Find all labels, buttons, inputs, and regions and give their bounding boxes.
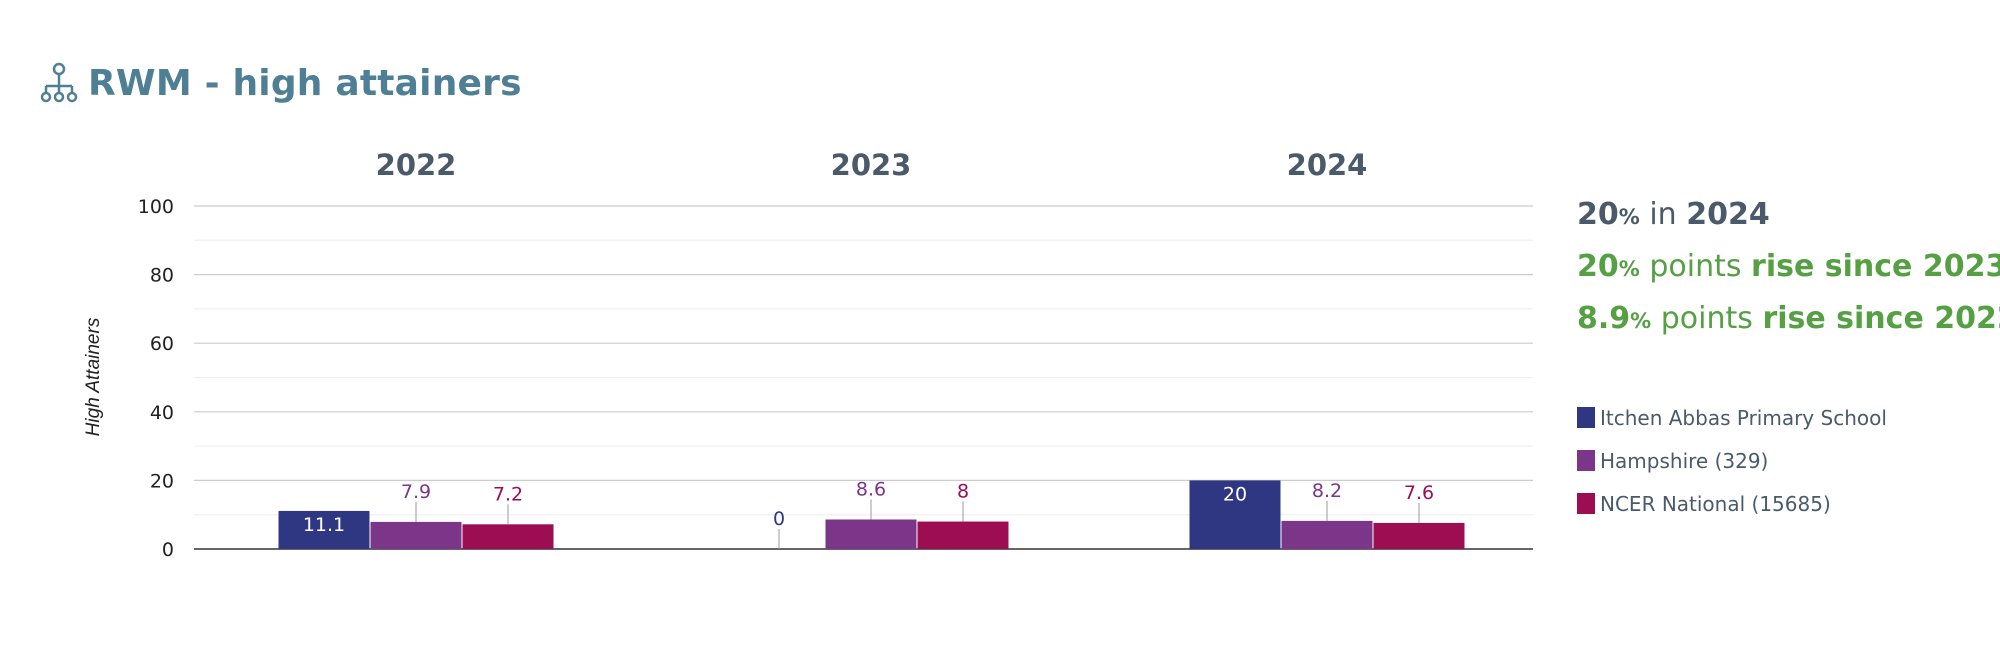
legend-item-national[interactable]: NCER National (15685) [1577,482,1887,525]
data-label: 7.2 [493,483,523,505]
year-label-2023: 2023 [830,148,912,182]
y-axis-label: High Attainers [83,317,104,436]
data-label: 0 [773,508,785,530]
bar-ncer-2022 [462,524,554,549]
data-label: 11.1 [303,514,345,536]
summary-rise-2022: 8.9% points rise since 2022 [1577,294,2000,346]
year-label-2024: 2024 [1286,148,1368,182]
y-tick-label: 60 [150,333,174,355]
legend-swatch [1577,407,1595,428]
data-label: 7.6 [1404,482,1434,504]
y-tick-label: 80 [150,265,174,287]
legend-item-school[interactable]: Itchen Abbas Primary School [1577,396,1887,439]
rise1-unit: % [1618,257,1640,281]
bar-itchen-2024 [1189,480,1281,549]
y-tick-label: 40 [150,402,174,424]
rise1-value: 20 [1577,249,1619,284]
legend-item-hampshire[interactable]: Hampshire (329) [1577,439,1887,482]
summary-current: 20% in 2024 [1577,190,2000,242]
summary-panel: 20% in 2024 20% points rise since 2023 8… [1577,190,2000,346]
hierarchy-icon [40,62,78,103]
legend-swatch [1577,450,1595,471]
rise1-text: rise since 2023 [1751,249,2000,284]
rise2-word: points [1660,301,1753,336]
rise1-word: points [1649,249,1742,284]
bar-itchen-2022 [278,510,370,549]
rise2-unit: % [1630,309,1652,333]
bar-ncer-2024 [1373,522,1465,549]
data-label: 7.9 [401,481,431,503]
rise2-text: rise since 2022 [1762,301,2000,336]
bar-hampshire-2023 [825,519,917,549]
legend-label: NCER National (15685) [1600,491,1831,516]
data-label: 8.6 [856,479,886,501]
rise2-value: 8.9 [1577,301,1631,336]
y-tick-label: 20 [150,470,174,492]
current-value: 20 [1577,197,1619,232]
chart-legend: Itchen Abbas Primary School Hampshire (3… [1577,396,1887,525]
chart-header: RWM - high attainers [40,62,522,104]
bar-chart: 0 20 40 60 80 100 High Attainers 11.1 0 20 7.9 8.6 8… [83,196,1533,561]
data-label: 8 [957,481,969,503]
bar-hampshire-2024 [1281,520,1373,549]
y-tick-label: 0 [162,539,174,561]
data-label: 8.2 [1312,480,1342,502]
y-tick-label: 100 [138,196,174,218]
legend-label: Hampshire (329) [1600,448,1769,473]
current-unit: % [1618,205,1640,229]
legend-label: Itchen Abbas Primary School [1600,405,1887,430]
legend-swatch [1577,493,1595,514]
bar-hampshire-2022 [370,521,462,549]
summary-rise-2023: 20% points rise since 2023 [1577,242,2000,294]
current-connector: in [1649,197,1677,232]
current-year: 2024 [1686,197,1770,232]
year-label-2022: 2022 [375,148,457,182]
bar-ncer-2023 [917,521,1009,549]
chart-title: RWM - high attainers [88,62,522,104]
data-label: 20 [1223,483,1247,505]
